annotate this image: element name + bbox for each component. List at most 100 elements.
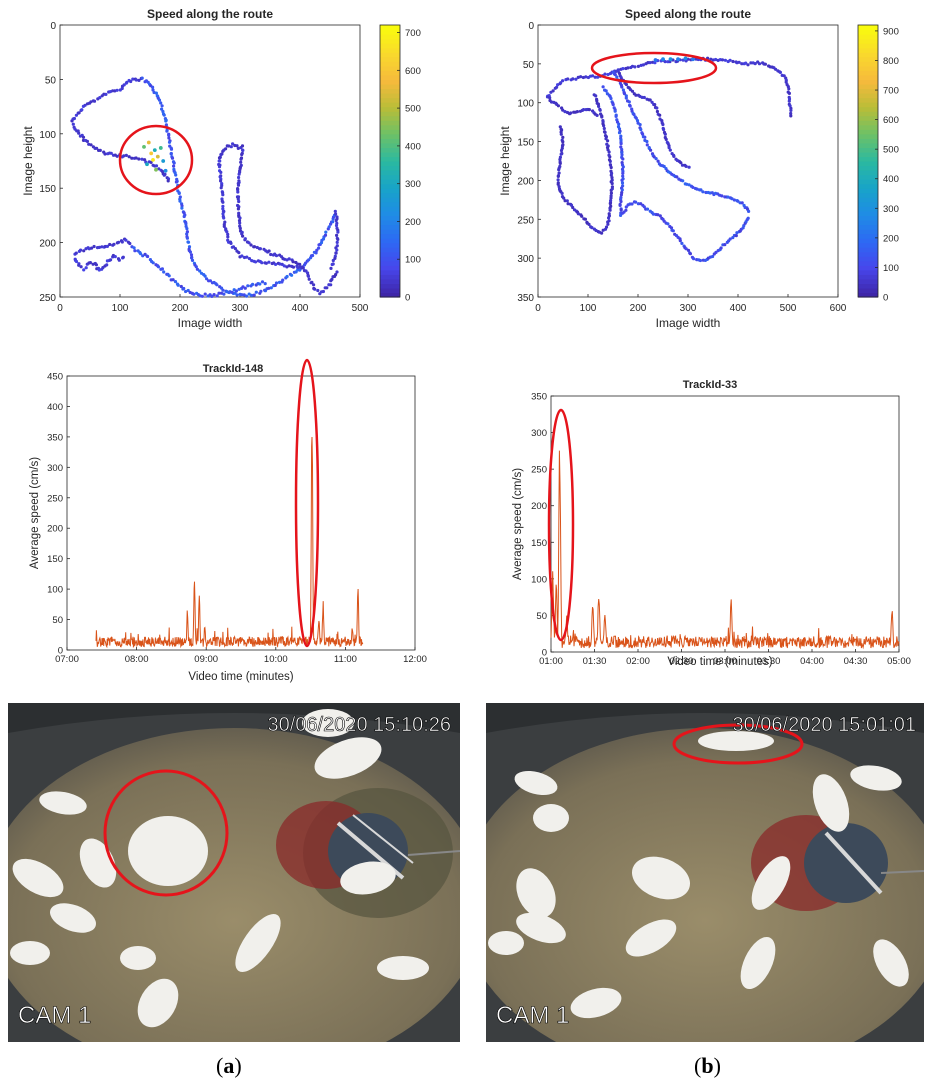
- route-point: [601, 119, 605, 123]
- route-point: [561, 79, 565, 83]
- colorbar-segment: [380, 283, 400, 289]
- route-point: [615, 75, 619, 79]
- route-point: [217, 291, 221, 295]
- camera-timestamp-a: 30/06/2020 15:10:26: [267, 714, 451, 736]
- speed-series-b: [550, 450, 900, 650]
- colorbar-segment: [380, 93, 400, 99]
- route-point: [609, 199, 613, 203]
- colorbar-segment: [858, 156, 878, 162]
- colorbar-segment: [858, 215, 878, 221]
- colorbar-segment: [380, 183, 400, 189]
- route-point: [730, 197, 734, 201]
- route-point: [592, 93, 596, 97]
- route-point: [315, 248, 319, 252]
- x-tick-label: 100: [580, 303, 597, 314]
- route-point: [79, 248, 83, 252]
- route-point: [124, 238, 128, 242]
- y-tick-label: 0: [50, 21, 56, 32]
- route-point: [129, 79, 133, 84]
- colorbar-a: 0 100 200 300 400 500 600 700: [379, 24, 421, 304]
- y-tick-label: 100: [531, 574, 547, 585]
- colorbar-segment: [380, 269, 400, 275]
- route-point: [621, 174, 625, 178]
- route-point: [240, 152, 244, 157]
- route-point: [237, 251, 241, 255]
- route-point: [218, 155, 222, 159]
- highlighted-chicken: [128, 816, 208, 886]
- route-point: [291, 260, 295, 264]
- colorbar-segment: [858, 106, 878, 112]
- colorbar-segment: [380, 229, 400, 235]
- colorbar-tick-label: 400: [883, 174, 899, 185]
- x-tick-label: 600: [830, 303, 847, 314]
- high-speed-point: [661, 57, 665, 62]
- high-speed-point: [668, 57, 673, 62]
- litter-floor: [486, 728, 924, 1042]
- colorbar-segment: [380, 278, 400, 284]
- route-point: [656, 213, 660, 217]
- route-point: [334, 218, 338, 223]
- speed-ylabel-a: Average speed (cm/s): [29, 457, 41, 569]
- route-point: [619, 142, 623, 146]
- colorbar-segment: [858, 83, 878, 90]
- route-point: [229, 241, 233, 245]
- colorbar-segment: [858, 242, 878, 248]
- route-point: [737, 60, 741, 64]
- route-point: [267, 249, 271, 253]
- route-point: [269, 286, 273, 290]
- route-point: [283, 257, 287, 261]
- route-point: [263, 282, 267, 286]
- route-point: [334, 212, 338, 216]
- route-point: [172, 164, 176, 168]
- colorbar-segment: [380, 47, 400, 53]
- colorbar-segment: [380, 233, 400, 239]
- route-point: [139, 252, 143, 256]
- speed-ylabel-b: Average speed (cm/s): [512, 468, 524, 580]
- route-point: [77, 131, 81, 135]
- chicken-group: [10, 709, 429, 1028]
- route-point: [185, 232, 189, 236]
- route-point: [312, 283, 316, 287]
- colorbar-segment: [380, 197, 400, 203]
- route-point: [621, 88, 625, 92]
- y-tick-label: 200: [47, 524, 63, 535]
- route-point: [237, 172, 241, 176]
- route-point: [596, 75, 600, 79]
- colorbar-segment: [380, 124, 400, 130]
- high-speed-point: [145, 162, 149, 167]
- route-point: [719, 246, 723, 250]
- route-xlabel-a: Image width: [178, 316, 243, 330]
- route-point: [122, 83, 126, 87]
- route-point: [95, 146, 99, 150]
- x-tick-label: 10:00: [264, 654, 288, 665]
- route-point: [182, 214, 186, 219]
- y-tick-label: 100: [517, 99, 534, 110]
- route-point: [249, 243, 253, 247]
- colorbar-segment: [858, 233, 878, 239]
- colorbar-segment: [380, 38, 400, 44]
- route-point: [250, 293, 254, 297]
- route-point: [714, 250, 718, 254]
- colorbar-frame: [379, 24, 401, 298]
- route-point: [219, 186, 223, 190]
- colorbar-segment: [858, 79, 878, 85]
- route-point: [565, 199, 569, 203]
- route-point: [788, 104, 792, 108]
- route-point: [726, 195, 730, 199]
- route-point: [198, 269, 202, 273]
- route-point: [671, 229, 675, 233]
- route-point: [663, 132, 667, 136]
- feeder-icon: [804, 823, 888, 903]
- route-point: [621, 171, 625, 175]
- route-point: [81, 135, 86, 139]
- highlighted-chicken: [698, 731, 774, 751]
- route-point: [92, 244, 96, 249]
- route-point: [210, 294, 214, 298]
- route-point: [587, 108, 591, 112]
- high-speed-point: [155, 154, 160, 159]
- route-point: [633, 65, 637, 69]
- route-point: [74, 113, 78, 117]
- route-point: [653, 103, 657, 107]
- y-tick-label: 200: [39, 239, 56, 250]
- route-point: [124, 153, 128, 157]
